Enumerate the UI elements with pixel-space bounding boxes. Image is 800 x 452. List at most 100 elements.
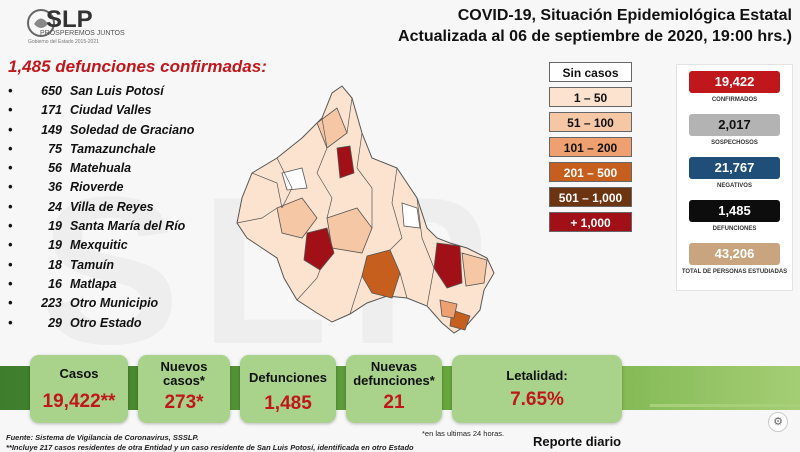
- death-count: 18: [48, 257, 62, 272]
- map-region-south-huasteca: [439, 299, 458, 319]
- municipality-name: San Luis Potosí: [70, 84, 164, 98]
- stat-value: 19,422: [689, 71, 780, 93]
- municipality-name: Matehuala: [70, 161, 132, 176]
- list-item: • 18 Tamuín: [8, 258, 194, 277]
- municipality-name: Villa de Reyes: [70, 199, 154, 214]
- card-defunciones-label: Defunciones: [248, 370, 327, 385]
- death-count: 149: [41, 122, 62, 137]
- bullet-icon: •: [8, 141, 13, 156]
- card-nuevos-casos: Nuevos casos* 273*: [138, 355, 230, 423]
- card-nuevas-defunciones-value: 21: [383, 392, 405, 413]
- municipality-name: Soledad de Graciano: [70, 122, 195, 137]
- card-letalidad-value: 7.65%: [510, 389, 564, 410]
- municipality-name: Matlapa: [70, 276, 117, 291]
- stat-label: SOSPECHOSOS: [711, 140, 758, 146]
- card-nuevos-casos-label: Nuevos casos*: [160, 359, 208, 388]
- bullet-icon: •: [8, 161, 13, 176]
- logo-slogan: PROSPEREMOS JUNTOS: [40, 30, 125, 37]
- report-label: Reporte diario: [533, 434, 622, 449]
- map-region-white-1: [281, 167, 308, 191]
- bullet-icon: •: [8, 315, 13, 330]
- stat-value: 1,485: [689, 200, 780, 222]
- bullet-icon: •: [8, 180, 13, 195]
- legend-item: + 1,000: [549, 212, 632, 232]
- legend-item: Sin casos: [549, 62, 632, 82]
- municipality-name: Tamazunchale: [70, 141, 156, 156]
- card-casos-value: 19,422**: [42, 391, 116, 412]
- map-borders: [236, 97, 435, 315]
- map-region-ciudad-valles: [433, 242, 463, 289]
- map-region-orange-west: [276, 197, 318, 239]
- death-count: 29: [48, 315, 62, 330]
- death-count: 16: [48, 276, 62, 291]
- legend-item: 101 – 200: [549, 137, 632, 157]
- map-legend: Sin casos 1 – 50 51 – 100 101 – 200 201 – 50…: [549, 62, 632, 237]
- death-count: 19: [48, 238, 62, 253]
- stat-label: TOTAL DE PERSONAS ESTUDIADAS: [681, 269, 788, 275]
- municipality-name: Ciudad Valles: [70, 103, 152, 118]
- card-casos-label: Casos: [59, 366, 99, 381]
- card-letalidad-label: Letalidad:: [506, 368, 568, 383]
- logo-text: SLP: [46, 6, 93, 33]
- death-count: 56: [48, 161, 62, 176]
- municipality-name: Otro Estado: [70, 315, 142, 330]
- state-logo: [14, 4, 104, 48]
- map-outline: [236, 85, 495, 334]
- logo-emblem-icon: [27, 9, 55, 37]
- legend-item: 501 – 1,000: [549, 187, 632, 207]
- death-count: 75: [48, 141, 62, 156]
- bullet-icon: •: [8, 199, 13, 214]
- settings-gear-icon[interactable]: ⚙: [768, 412, 788, 432]
- municipality-name: Mexquitic: [70, 238, 128, 253]
- municipality-name: Rioverde: [70, 180, 124, 195]
- bullet-icon: •: [8, 103, 13, 118]
- stat-label: CONFIRMADOS: [711, 97, 758, 103]
- state-map: [236, 85, 495, 334]
- death-count: 36: [48, 180, 62, 195]
- list-item: • 19 Santa María del Río: [8, 219, 194, 238]
- bullet-icon: •: [8, 219, 13, 234]
- list-item: • 16 Matlapa: [8, 277, 194, 296]
- bullet-icon: •: [8, 257, 13, 272]
- footer-note-cases: **Incluye 217 casos residentes de otra E…: [6, 443, 414, 452]
- death-count: 650: [41, 84, 62, 98]
- logo-subtitle: Gobierno del Estado 2015-2021: [28, 39, 99, 45]
- legend-item: 51 – 100: [549, 112, 632, 132]
- card-letalidad: Letalidad: 7.65%: [452, 355, 622, 423]
- page-title: COVID-19, Situación Epidemiológica Estat…: [398, 6, 792, 48]
- legend-item: 1 – 50: [549, 87, 632, 107]
- map-region-san-luis-potosi: [303, 227, 335, 271]
- municipality-name: Santa María del Río: [70, 219, 186, 234]
- card-nuevas-defunciones-label: Nuevas defunciones*: [353, 359, 435, 388]
- list-item: • 36 Rioverde: [8, 180, 194, 199]
- list-item: • 56 Matehuala: [8, 161, 194, 180]
- death-count: 24: [48, 199, 62, 214]
- bullet-icon: •: [8, 276, 13, 291]
- deaths-heading: 1,485 defunciones confirmadas:: [8, 57, 267, 76]
- list-item: • 149 Soledad de Graciano: [8, 123, 194, 142]
- card-nuevos-casos-value: 273*: [164, 392, 204, 413]
- stat-value: 43,206: [689, 243, 780, 265]
- card-defunciones: Defunciones 1,485: [240, 355, 336, 423]
- card-casos: Casos 19,422**: [30, 355, 128, 423]
- stat-value: 21,767: [689, 157, 780, 179]
- map-region-white-2: [401, 202, 421, 229]
- footer-source: Fuente: Sistema de Vigilancia de Coronav…: [6, 433, 199, 442]
- title-line-1: COVID-19, Situación Epidemiológica Estat…: [457, 7, 792, 24]
- list-item: • 171 Ciudad Valles: [8, 103, 194, 122]
- band-stripe: [650, 404, 800, 407]
- municipality-name: Tamuín: [70, 257, 114, 272]
- map-region-matehuala: [336, 145, 355, 179]
- stat-label: DEFUNCIONES: [712, 226, 757, 232]
- death-count: 223: [41, 296, 62, 311]
- list-item: • 19 Mexquitic: [8, 238, 194, 257]
- bullet-icon: •: [8, 238, 13, 253]
- stat-label: NEGATIVOS: [717, 183, 752, 189]
- card-defunciones-value: 1,485: [264, 393, 312, 414]
- list-item: • 24 Villa de Reyes: [8, 200, 194, 219]
- deaths-by-municipality-list: • 650 San Luis Potosí • 171 Ciudad Valles • …: [8, 84, 194, 335]
- list-item: • 75 Tamazunchale: [8, 142, 194, 161]
- stats-panel: 19,422 CONFIRMADOS 2,017 SOSPECHOSOS 21,767 N…: [676, 64, 793, 291]
- list-item: • 223 Otro Municipio: [8, 296, 194, 315]
- death-count: 171: [41, 103, 62, 118]
